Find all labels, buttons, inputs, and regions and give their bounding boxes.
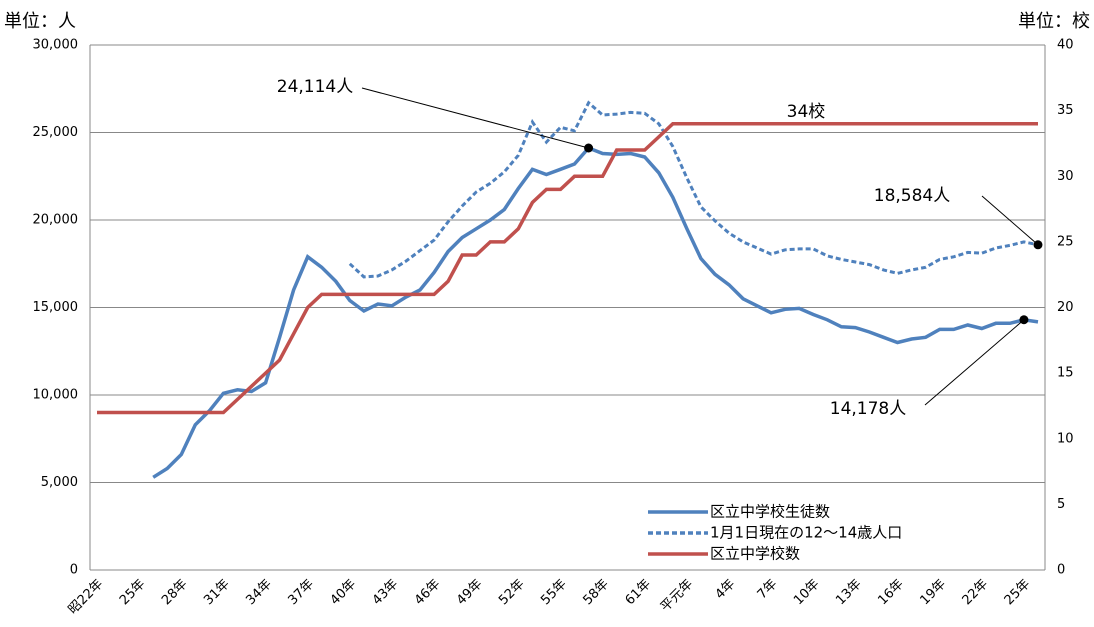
x-tick-label: 46年 <box>412 577 443 608</box>
point-marker <box>1033 240 1043 250</box>
legend-label: 1月1日現在の12～14歳人口 <box>710 524 902 542</box>
y-tick-label: 15,000 <box>33 300 79 315</box>
x-tick-label: 4年 <box>713 577 739 603</box>
y-tick-label: 5,000 <box>41 475 78 490</box>
y2-tick-label: 40 <box>1057 38 1074 53</box>
x-tick-label: 40年 <box>328 577 359 608</box>
series-line <box>97 122 1038 415</box>
leader-line <box>361 87 589 149</box>
y2-tick-label: 20 <box>1057 300 1074 315</box>
x-tick-label: 31年 <box>201 577 232 608</box>
x-tick-label: 37年 <box>285 577 316 608</box>
x-tick-label: 55年 <box>538 577 569 608</box>
x-tick-label: 43年 <box>370 577 401 608</box>
y-tick-label: 10,000 <box>33 388 79 403</box>
y-tick-label: 0 <box>70 563 78 578</box>
x-tick-label: 19年 <box>917 577 948 608</box>
series-line <box>348 100 1039 279</box>
annotation: 34校 <box>787 102 826 122</box>
y2-tick-label: 35 <box>1057 103 1074 118</box>
x-tick-label: 22年 <box>960 577 991 608</box>
point-marker <box>584 143 594 153</box>
y2-tick-label: 10 <box>1057 431 1074 446</box>
x-tick-label: 61年 <box>623 577 654 608</box>
x-tick-label: 34年 <box>243 577 274 608</box>
y2-tick-label: 30 <box>1057 169 1074 184</box>
legend-label: 区立中学校数 <box>710 545 800 563</box>
x-tick-label: 49年 <box>454 577 485 608</box>
y2-tick-label: 25 <box>1057 234 1074 249</box>
annotation: 14,178人 <box>830 399 906 419</box>
x-tick-label: 昭22年 <box>66 577 107 618</box>
annotation: 18,584人 <box>874 186 950 206</box>
point-marker <box>1019 315 1029 325</box>
x-tick-label: 平元年 <box>658 577 696 615</box>
x-tick-label: 28年 <box>159 577 190 608</box>
y-tick-label: 30,000 <box>33 38 79 53</box>
x-tick-label: 25年 <box>1002 577 1033 608</box>
y-tick-label: 20,000 <box>33 213 79 228</box>
x-tick-label: 10年 <box>791 577 822 608</box>
legend-label: 区立中学校生徒数 <box>710 503 830 521</box>
series-line <box>152 145 1039 479</box>
y2-unit: 単位：校 <box>1018 11 1090 32</box>
annotation: 24,114人 <box>277 77 353 97</box>
x-tick-label: 52年 <box>496 577 527 608</box>
leader-line <box>924 319 1025 406</box>
y2-tick-label: 5 <box>1057 497 1065 512</box>
y2-tick-label: 15 <box>1057 366 1074 381</box>
y-tick-label: 25,000 <box>33 125 79 140</box>
y2-tick-label: 0 <box>1057 563 1065 578</box>
x-tick-label: 16年 <box>875 577 906 608</box>
x-tick-label: 25年 <box>117 577 148 608</box>
x-tick-label: 7年 <box>755 577 781 603</box>
x-tick-label: 58年 <box>580 577 611 608</box>
x-tick-label: 13年 <box>833 577 864 608</box>
y-unit: 単位：人 <box>4 11 76 32</box>
leader-line <box>981 195 1039 246</box>
